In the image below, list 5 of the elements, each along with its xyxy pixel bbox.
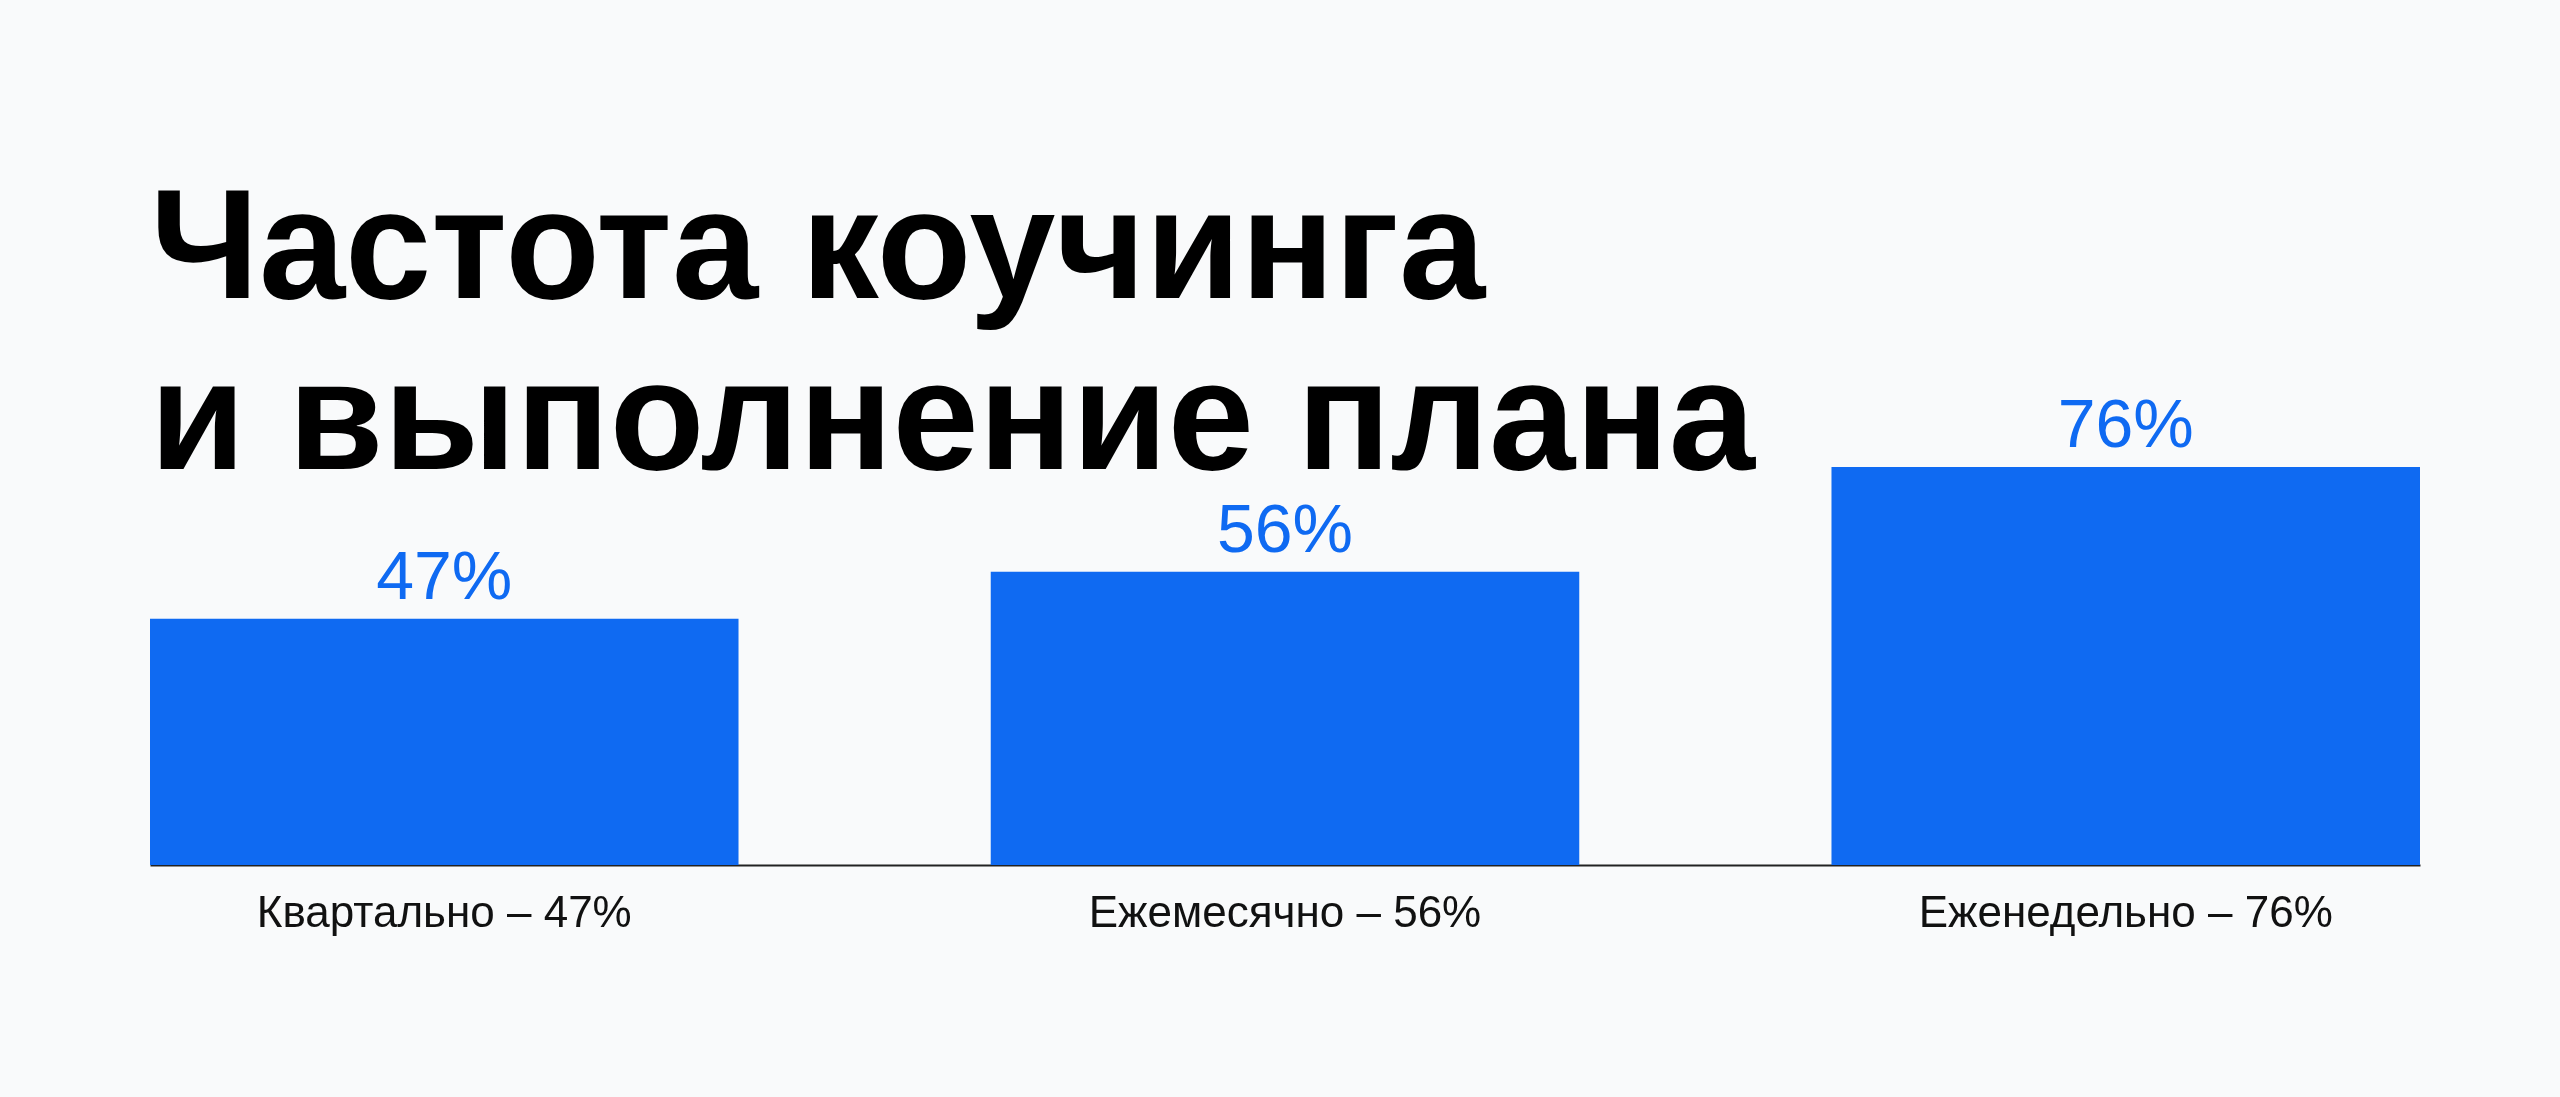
x-tick-label: Еженедельно – 76% xyxy=(1918,886,2333,936)
data-label: 76% xyxy=(2057,385,2194,461)
x-tick-label: Квартально – 47% xyxy=(256,886,632,936)
data-label: 47% xyxy=(376,536,513,613)
x-tick-label: Ежемесячно – 56% xyxy=(1088,886,1482,936)
